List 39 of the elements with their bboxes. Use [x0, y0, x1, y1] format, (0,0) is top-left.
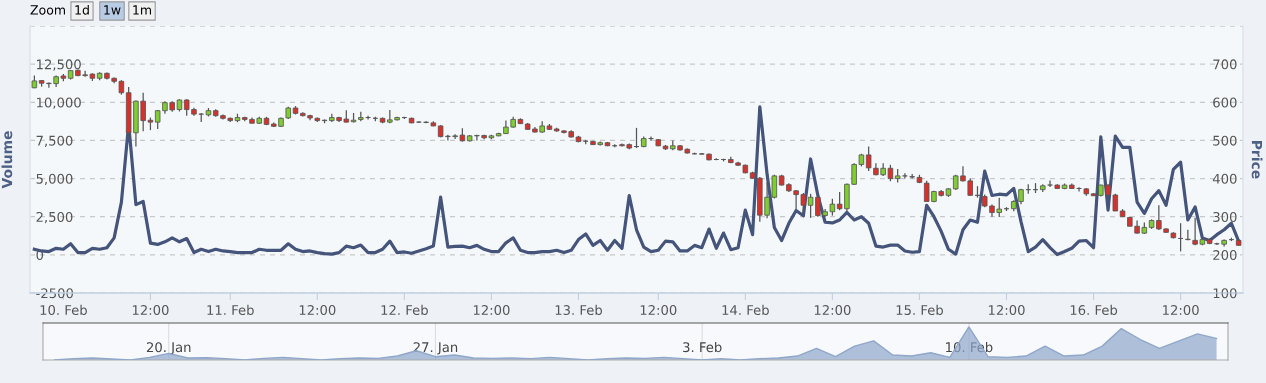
x-tick-label: 12:00 — [814, 305, 851, 316]
y-tick-label: 10,000 — [37, 97, 81, 109]
y-tick-label: -2500 — [36, 288, 74, 299]
y-tick-label: 5,000 — [36, 173, 73, 186]
x-tick-label: 12:00 — [473, 305, 510, 316]
y2-tick-label: 500 — [1213, 135, 1237, 146]
x-tick-label: 12:00 — [640, 305, 677, 316]
candlestick — [1185, 229, 1191, 241]
x-tick-label: 14. Feb — [722, 304, 769, 316]
y2-tick-label: 400 — [1212, 173, 1237, 184]
y2-axis-title: Price — [1251, 141, 1263, 179]
y-tick-label: 2,500 — [36, 211, 73, 224]
x-tick-label: 3. Feb — [683, 341, 722, 353]
x-tick-label: 12:00 — [132, 305, 169, 316]
y-tick-label: 7,500 — [36, 135, 73, 147]
text: 1w — [104, 5, 121, 15]
y2-tick-label: 600 — [1213, 97, 1237, 108]
text: 1d — [75, 4, 89, 15]
y-axis-title: Volume — [1, 131, 13, 189]
x-tick-label: 12. Feb — [381, 304, 428, 316]
candlestick — [1047, 179, 1053, 188]
x-tick-label: 16. Feb — [1070, 304, 1118, 316]
x-tick-label: 13. Feb — [555, 304, 603, 316]
x-tick-label: 10. Feb — [946, 341, 993, 353]
x-tick-label: 15. Feb — [896, 304, 943, 316]
x-tick-label: 12:00 — [988, 305, 1025, 316]
x-tick-label: 10. Feb — [40, 304, 87, 316]
text: Zoom — [30, 5, 65, 15]
y2-tick-label: 300 — [1213, 211, 1237, 222]
y2-tick-label: 100 — [1213, 288, 1237, 299]
y-tick-label: 12,500 — [37, 59, 81, 71]
y2-tick-label: 200 — [1213, 250, 1237, 261]
x-tick-label: 11. Feb — [207, 304, 254, 316]
x-tick-label: 12:00 — [1163, 305, 1199, 316]
candlestick — [902, 172, 908, 180]
text: 1m — [133, 5, 151, 15]
x-tick-label: 12:00 — [299, 305, 336, 316]
x-tick-label: 20. Jan — [146, 342, 191, 355]
y2-tick-label: 700 — [1213, 59, 1237, 70]
